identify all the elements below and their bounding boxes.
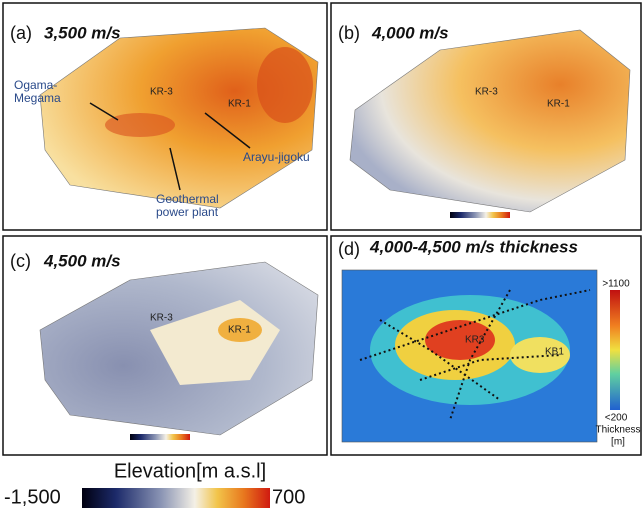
- colorbar-label: [m]: [611, 437, 625, 448]
- colorbar-min: <200: [605, 413, 628, 424]
- annotation: Ogama-: [14, 78, 57, 92]
- panel-title: 4,000 m/s: [371, 23, 449, 42]
- thickness-zone: [425, 320, 495, 360]
- annotation: power plant: [156, 205, 219, 219]
- legend-max: 700: [272, 486, 305, 508]
- colorbar: [610, 290, 620, 410]
- high-zone: [257, 47, 313, 123]
- well-label: KR-1: [547, 99, 570, 110]
- high-zone: [218, 318, 262, 342]
- panel-title: 3,500 m/s: [44, 23, 121, 42]
- high-zone: [105, 113, 175, 137]
- panel-title: 4,500 m/s: [43, 251, 121, 270]
- well-label: KR-3: [475, 87, 498, 98]
- panel-label: (d): [338, 239, 360, 259]
- panel-label: (a): [10, 23, 32, 43]
- legend-title: Elevation[m a.s.l]: [114, 460, 266, 482]
- colorbar-label: Thickness: [595, 425, 640, 436]
- annotation: Geothermal: [156, 192, 219, 206]
- arrow: [204, 112, 251, 149]
- well-label: KR3: [465, 335, 485, 346]
- panel-label: (c): [10, 251, 31, 271]
- elevation-map: [349, 29, 631, 213]
- annotation: Arayu-jigoku: [243, 150, 310, 164]
- thickness-zone: [510, 337, 570, 373]
- well-label: KR-3: [150, 87, 173, 98]
- well-label: KR-1: [228, 99, 251, 110]
- well-label: KR-1: [228, 325, 251, 336]
- annotation: Megama: [14, 91, 61, 105]
- well-label: KR-3: [150, 313, 173, 324]
- colorbar: [450, 212, 510, 218]
- well-label: KB1: [545, 347, 564, 358]
- arrow: [89, 102, 119, 121]
- panel-label: (b): [338, 23, 360, 43]
- colorbar: [130, 434, 190, 440]
- arrow: [169, 147, 181, 191]
- elevation-map: [39, 27, 319, 209]
- legend-colorbar: [82, 488, 270, 508]
- colorbar-max: >1100: [602, 279, 630, 290]
- panel-title: 4,000-4,500 m/s thickness: [369, 237, 578, 256]
- legend-min: -1,500: [4, 486, 61, 508]
